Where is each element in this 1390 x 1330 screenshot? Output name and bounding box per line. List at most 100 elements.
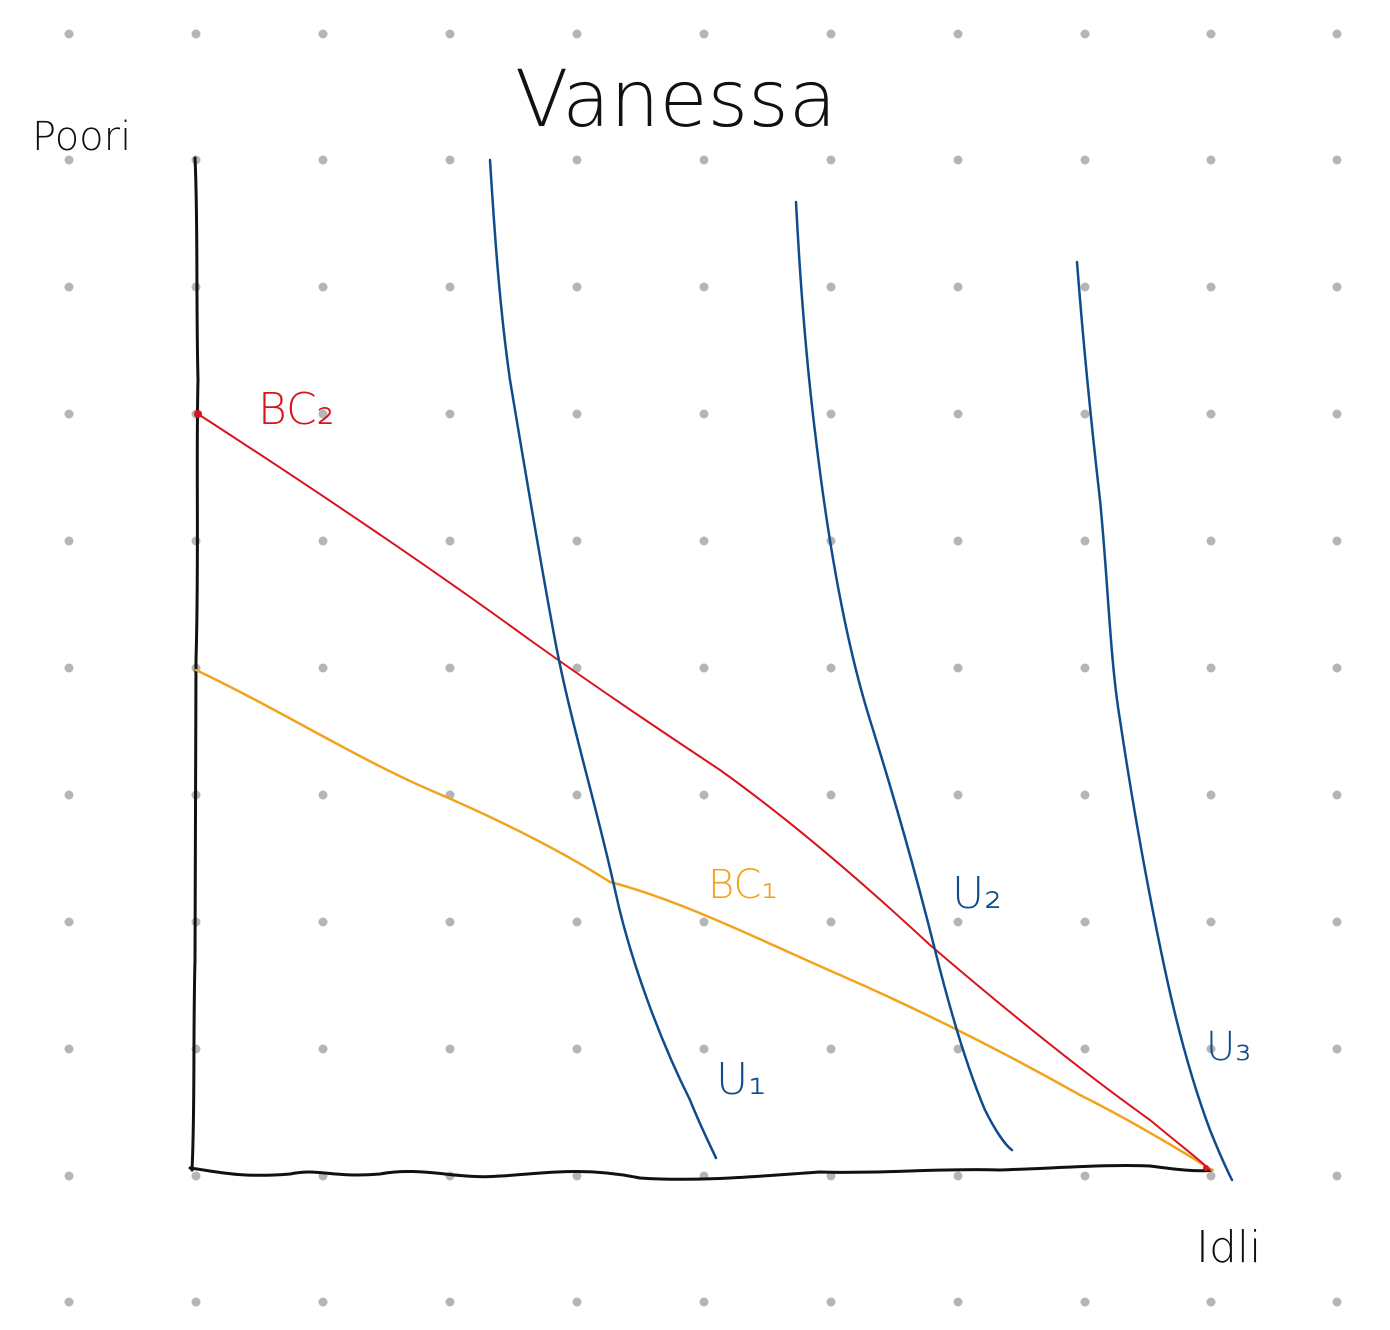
grid-dot: [826, 155, 836, 165]
grid-dot: [699, 663, 709, 673]
grid-dot: [1332, 663, 1342, 673]
bc2-label: BC₂: [258, 384, 334, 435]
grid-dot: [1332, 1297, 1342, 1307]
grid-dot: [953, 1044, 963, 1054]
grid-dot: [826, 790, 836, 800]
indifference-curve-u2: [794, 200, 1014, 1152]
grid-dot: [953, 790, 963, 800]
grid-dot: [953, 29, 963, 39]
grid-dot: [699, 917, 709, 927]
grid-dot: [572, 536, 582, 546]
grid-dot: [64, 409, 74, 419]
dot-grid: [64, 29, 1342, 1307]
indifference-curve-u3: [1075, 260, 1234, 1182]
grid-dot: [1332, 917, 1342, 927]
grid-dot: [572, 155, 582, 165]
grid-dot: [1332, 282, 1342, 292]
grid-dot: [1332, 790, 1342, 800]
chart-title: Vanessa: [515, 55, 837, 145]
grid-dot: [826, 1297, 836, 1307]
grid-dot: [953, 1297, 963, 1307]
grid-dot: [953, 536, 963, 546]
grid-dot: [1332, 155, 1342, 165]
grid-dot: [64, 29, 74, 39]
grid-dot: [572, 917, 582, 927]
grid-dot: [826, 663, 836, 673]
u2-label: U₂: [952, 868, 1002, 919]
grid-dot: [1080, 1171, 1090, 1181]
grid-dot: [1332, 29, 1342, 39]
grid-dot: [318, 663, 328, 673]
grid-dot: [1206, 663, 1216, 673]
grid-dot: [64, 155, 74, 165]
grid-dot: [445, 1297, 455, 1307]
grid-dot: [64, 917, 74, 927]
grid-dot: [318, 155, 328, 165]
grid-dot: [1332, 409, 1342, 419]
grid-dot: [699, 409, 709, 419]
grid-dot: [1332, 536, 1342, 546]
grid-dot: [699, 536, 709, 546]
grid-dot: [318, 790, 328, 800]
grid-dot: [699, 29, 709, 39]
grid-dot: [1206, 917, 1216, 927]
grid-dot: [1080, 1044, 1090, 1054]
grid-dot: [953, 1171, 963, 1181]
grid-dot: [318, 409, 328, 419]
grid-dot: [699, 282, 709, 292]
grid-dot: [1206, 155, 1216, 165]
x-axis: [188, 1163, 1214, 1181]
grid-dot: [64, 1044, 74, 1054]
y-axis-label: Poori: [32, 114, 131, 160]
grid-dot: [572, 1297, 582, 1307]
grid-dot: [1206, 536, 1216, 546]
grid-dot: [445, 663, 455, 673]
grid-dot: [445, 917, 455, 927]
grid-dot: [1332, 1044, 1342, 1054]
u1-label: U₁: [716, 1054, 766, 1105]
grid-dot: [1206, 1297, 1216, 1307]
grid-dot: [826, 917, 836, 927]
grid-dot: [826, 1044, 836, 1054]
grid-dot: [445, 536, 455, 546]
grid-dot: [318, 282, 328, 292]
grid-dot: [1080, 282, 1090, 292]
grid-dot: [445, 1044, 455, 1054]
grid-dot: [1080, 1297, 1090, 1307]
grid-dot: [445, 29, 455, 39]
x-axis-label: Idli: [1196, 1222, 1261, 1273]
grid-dot: [1206, 409, 1216, 419]
grid-dot: [64, 282, 74, 292]
grid-dot: [572, 790, 582, 800]
grid-dot: [64, 663, 74, 673]
grid-dot: [572, 409, 582, 419]
grid-dot: [64, 1171, 74, 1181]
budget-line-bc1: [194, 668, 1214, 1172]
grid-dot: [1080, 917, 1090, 927]
grid-dot: [1080, 663, 1090, 673]
grid-dot: [953, 282, 963, 292]
grid-dot: [953, 155, 963, 165]
grid-dot: [1332, 1171, 1342, 1181]
grid-dot: [1206, 282, 1216, 292]
grid-dot: [445, 282, 455, 292]
grid-dot: [826, 282, 836, 292]
grid-dot: [572, 29, 582, 39]
grid-dot: [953, 663, 963, 673]
u3-label: U₃: [1206, 1024, 1251, 1070]
grid-dot: [953, 917, 963, 927]
grid-dot: [1206, 29, 1216, 39]
grid-dot: [318, 536, 328, 546]
indifference-curve-u1: [488, 158, 718, 1160]
grid-dot: [318, 1044, 328, 1054]
grid-dot: [1206, 1044, 1216, 1054]
grid-dot: [572, 282, 582, 292]
grid-dot: [191, 1297, 201, 1307]
grid-dot: [699, 1044, 709, 1054]
grid-dot: [191, 29, 201, 39]
grid-dot: [699, 790, 709, 800]
bc1-label: BC₁: [708, 862, 777, 908]
grid-dot: [1080, 29, 1090, 39]
grid-dot: [318, 1297, 328, 1307]
